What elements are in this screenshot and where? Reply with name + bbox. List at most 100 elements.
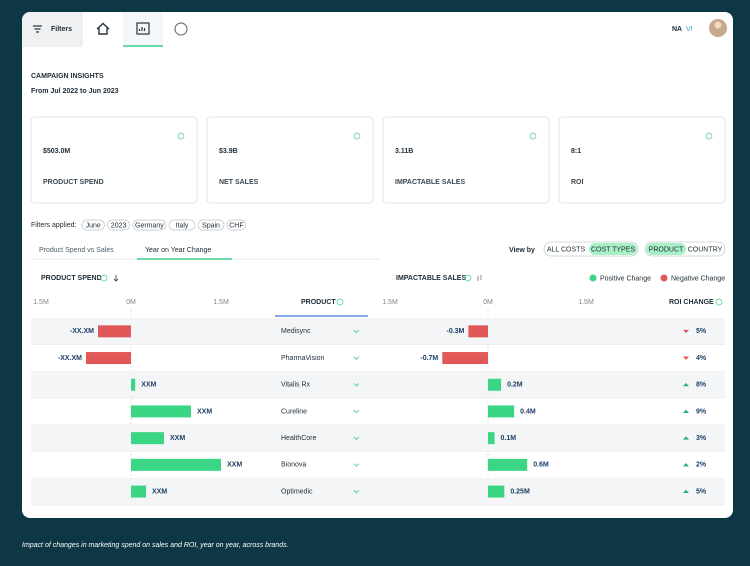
filter-chip-label: Germany [135,222,164,229]
chart-icon [136,22,150,35]
page-title: CAMPAIGN INSIGHTS [31,73,104,80]
roi-arrow [683,356,689,360]
info-icon[interactable] [177,132,185,140]
kpi-label: IMPACTABLE SALES [395,179,465,186]
spend-bar [98,325,131,338]
spend-bar [131,378,136,391]
sort-icon[interactable] [477,275,482,281]
spend-label: XXM [227,462,242,469]
avatar-face [714,21,722,29]
spend-label: XXM [141,382,156,389]
filters-button[interactable] [22,12,83,47]
sales-label: 0.25M [510,488,530,495]
column-header: PRODUCT SPEND [41,275,102,282]
roi-arrow [683,463,689,467]
info-icon[interactable] [353,132,361,140]
filter-chip[interactable] [226,219,247,231]
filters-label[interactable]: Filters [51,26,72,33]
kpi-label: NET SALES [219,179,259,186]
spend-label: -XX.XM [58,355,82,362]
sales-bar [468,325,488,338]
kpi-value: 8:1 [571,148,581,155]
expand-chevron[interactable] [353,490,360,494]
brand-suffix: VI [686,26,693,33]
sales-bar [488,405,515,418]
dim-toggle-active[interactable] [646,243,686,255]
view-by-label: View by [509,247,535,254]
legend: Positive Change Negative Change [589,274,725,282]
sales-bar [488,378,502,391]
spend-label: XXM [170,435,185,442]
info-icon[interactable] [336,298,344,306]
axis-tick-label: 1.5M [33,299,49,306]
kpi-value: $3.9B [219,148,238,155]
column-header: ROI CHANGE [669,299,714,306]
info-icon[interactable] [100,274,108,282]
info-icon[interactable] [464,274,472,282]
kpi-value: 3.11B [395,148,413,155]
legend-swatch [589,274,597,282]
column-header: IMPACTABLE SALES [396,275,466,282]
sales-label: -0.7M [420,355,438,362]
toggle-option[interactable]: PRODUCT [649,246,684,253]
product-name: Bionova [281,462,306,469]
kpi-value: $503.0M [43,148,70,155]
product-name: Cureline [281,408,307,415]
expand-chevron[interactable] [353,409,360,414]
cost-toggle-active[interactable] [589,243,637,255]
expand-chevron[interactable] [353,329,360,334]
cycle-icon[interactable] [174,22,188,36]
info-icon[interactable] [529,132,537,140]
roi-change: 3% [696,435,707,442]
filter-chip[interactable] [107,219,131,231]
kpi-card [558,116,726,204]
kpi-label: PRODUCT SPEND [43,179,104,186]
sales-bar [442,352,488,365]
spend-label: XXM [152,488,167,495]
axis-tick-label: 1.5M [382,299,398,306]
roi-arrow [683,436,689,440]
spend-bar [131,458,221,471]
expand-chevron[interactable] [353,463,360,467]
tab-active[interactable]: Year on Year Change [145,247,211,254]
filter-chip-label: June [86,222,101,229]
expand-chevron[interactable] [353,436,360,440]
expand-chevron[interactable] [353,356,360,360]
filters-applied-label: Filters applied: [31,222,77,229]
row-band [31,371,725,399]
brand: NA [672,26,682,33]
sales-label: 0.4M [520,408,536,415]
active-nav[interactable] [123,12,163,47]
roi-change: 5% [696,328,707,335]
sales-label: -0.3M [446,328,464,335]
sales-label: 0.1M [501,435,517,442]
filter-chip[interactable] [132,219,167,231]
sort-icon[interactable] [113,275,119,282]
info-icon[interactable] [705,132,713,140]
expand-chevron[interactable] [353,383,360,387]
chart-icon-bars [138,27,146,31]
tab[interactable]: Product Spend vs Sales [39,247,114,254]
filter-chip[interactable] [197,219,225,231]
product-name: HealthCore [281,435,317,442]
toggle-option[interactable]: ALL COSTS [547,246,586,253]
sales-bar [488,432,495,445]
filter-chip-label: Spain [202,222,220,229]
toggle-option[interactable]: COUNTRY [688,246,723,253]
info-icon[interactable] [715,298,723,306]
filter-chip-label: CHF [229,222,243,229]
filter-chip-label: 2023 [111,222,127,229]
filter-chip[interactable] [168,219,196,231]
roi-change: 9% [696,408,707,415]
kpi-row: $503.0M PRODUCT SPEND $3.9B NET SALES 3.11B I… [30,116,726,204]
home-icon[interactable] [96,22,110,35]
roi-change: 8% [696,382,707,389]
sales-label: 0.6M [533,462,549,469]
toggle-option[interactable]: COST TYPES [591,246,635,253]
product-name: Medisync [281,328,311,335]
filter-chip[interactable] [81,219,105,231]
product-name: Vitalis Rx [281,382,311,389]
row-band [31,318,725,345]
product-name: Optimedic [281,488,313,495]
